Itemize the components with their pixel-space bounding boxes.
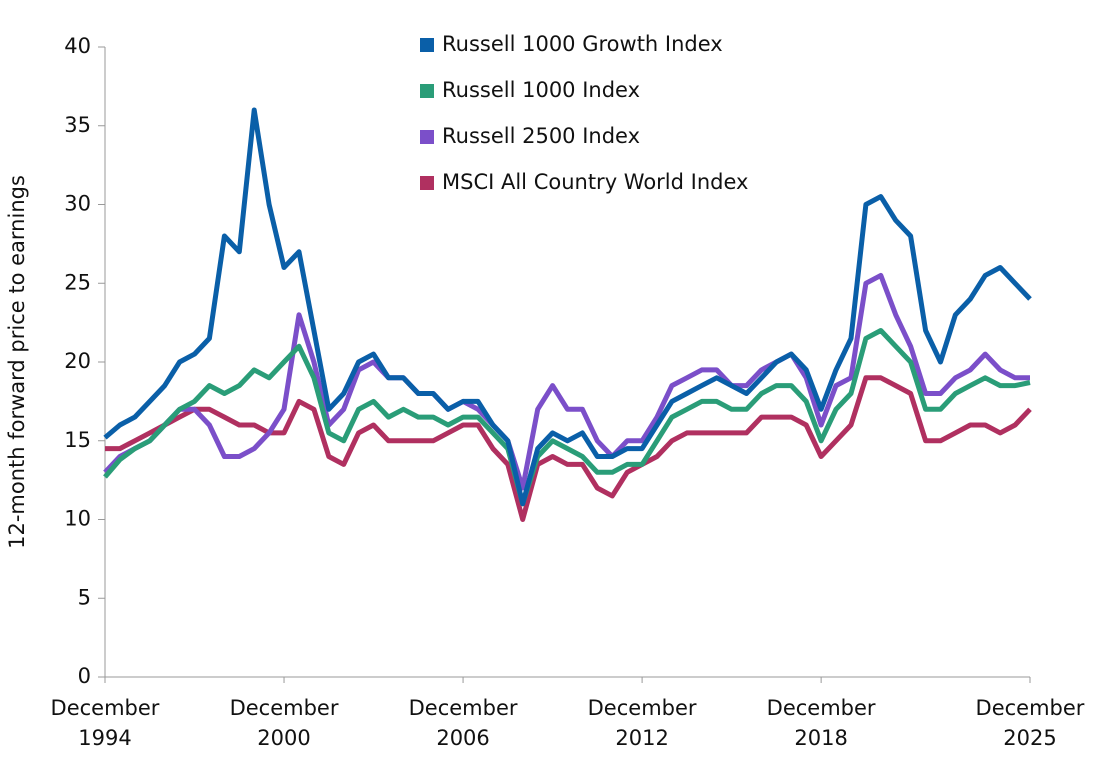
legend-swatch xyxy=(420,130,434,144)
x-tick-label: December 2000 xyxy=(229,696,339,750)
y-tick-label: 10 xyxy=(64,507,91,531)
y-tick-label: 15 xyxy=(64,428,91,452)
legend-label: Russell 2500 Index xyxy=(442,124,640,148)
series-line xyxy=(103,328,1031,507)
series-line xyxy=(103,272,1030,491)
series-line xyxy=(105,375,1032,522)
y-tick-label: 20 xyxy=(64,349,91,373)
y-tick-label: 25 xyxy=(64,270,91,294)
legend-label: Russell 1000 Growth Index xyxy=(442,32,723,56)
legend-swatch xyxy=(420,38,434,52)
x-tick-label: December 2018 xyxy=(766,696,876,750)
legend-label: Russell 1000 Index xyxy=(442,78,640,102)
x-tick-label: December 2025 xyxy=(975,696,1085,750)
y-tick-label: 5 xyxy=(78,585,91,609)
y-tick-label: 30 xyxy=(64,192,91,216)
y-tick-label: 40 xyxy=(64,34,91,58)
y-tick-label: 35 xyxy=(64,113,91,137)
legend-label: MSCI All Country World Index xyxy=(442,170,748,194)
series-line xyxy=(103,107,1032,507)
legend-swatch xyxy=(420,84,434,98)
y-tick-label: 0 xyxy=(78,664,91,688)
x-tick-label: December 2006 xyxy=(408,696,518,750)
x-tick-label: December 1994 xyxy=(50,696,160,750)
y-axis-label: 12-month forward price to earnings xyxy=(5,175,29,549)
x-tick-label: December 2012 xyxy=(587,696,697,750)
legend-swatch xyxy=(420,176,434,190)
